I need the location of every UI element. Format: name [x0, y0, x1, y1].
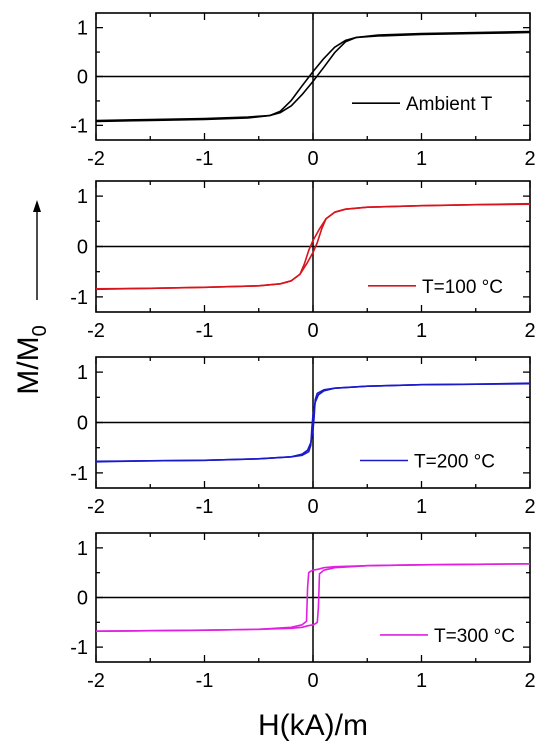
- x-tick-label: -2: [87, 496, 105, 518]
- y-tick-label: -1: [70, 463, 88, 485]
- x-tick-label: -2: [87, 148, 105, 170]
- x-tick-label: -1: [196, 670, 214, 692]
- x-tick-label: 2: [524, 320, 535, 342]
- panel-1: -2 -1 0 1 2 1 0 -1 Ambient T: [70, 12, 536, 170]
- x-tick-label: 0: [307, 670, 318, 692]
- x-tick-label: 1: [416, 670, 427, 692]
- legend-label: T=200 °C: [414, 451, 495, 472]
- series-line-branch-2: [95, 31, 531, 123]
- x-tick-label: -1: [196, 148, 214, 170]
- y-tick-label: 1: [77, 538, 88, 560]
- y-tick-label: 0: [77, 237, 88, 259]
- series-line-branch-2: [95, 382, 531, 463]
- x-axis-title: H(kA)/m: [258, 709, 368, 742]
- legend-label: T=300 °C: [434, 626, 515, 647]
- panel-4: -2 -1 0 1 2 1 0 -1 T=300 °C: [70, 532, 536, 692]
- y-tick-label: 1: [77, 18, 88, 40]
- y-tick-label: 0: [77, 67, 88, 89]
- series-line-branch-2: [95, 203, 531, 291]
- x-tick-label: -2: [87, 320, 105, 342]
- x-tick-label: -2: [87, 670, 105, 692]
- y-tick-label: -1: [70, 637, 88, 659]
- y-axis-title-main: M/M: [12, 336, 45, 394]
- panel-2: -2 -1 0 1 2 1 0 -1 T=100 °C: [70, 180, 536, 342]
- y-tick-label: 1: [77, 186, 88, 208]
- x-tick-label: 1: [416, 496, 427, 518]
- y-tick-label: -1: [70, 287, 88, 309]
- x-tick-label: 0: [307, 320, 318, 342]
- y-axis-title-subscript: 0: [29, 325, 51, 336]
- x-tick-label: 0: [307, 496, 318, 518]
- series-line-branch-2: [95, 563, 531, 632]
- x-tick-label: 2: [524, 148, 535, 170]
- x-tick-label: -1: [196, 320, 214, 342]
- x-tick-label: 2: [524, 670, 535, 692]
- y-tick-label: -1: [70, 115, 88, 137]
- y-tick-label: 0: [77, 413, 88, 435]
- y-axis-title: M/M0: [12, 325, 51, 394]
- legend-label: T=100 °C: [422, 277, 503, 298]
- series-line-branch-1: [95, 30, 531, 122]
- y-tick-label: 0: [77, 588, 88, 610]
- x-tick-label: 0: [307, 148, 318, 170]
- x-tick-label: 1: [416, 148, 427, 170]
- y-axis-title-arrowhead: [33, 200, 41, 212]
- x-tick-label: 1: [416, 320, 427, 342]
- legend-label: Ambient T: [406, 94, 493, 115]
- x-tick-label: 2: [524, 496, 535, 518]
- panel-3: -2 -1 0 1 2 1 0 -1 T=200 °C: [70, 356, 536, 518]
- y-tick-label: 1: [77, 362, 88, 384]
- x-tick-label: -1: [196, 496, 214, 518]
